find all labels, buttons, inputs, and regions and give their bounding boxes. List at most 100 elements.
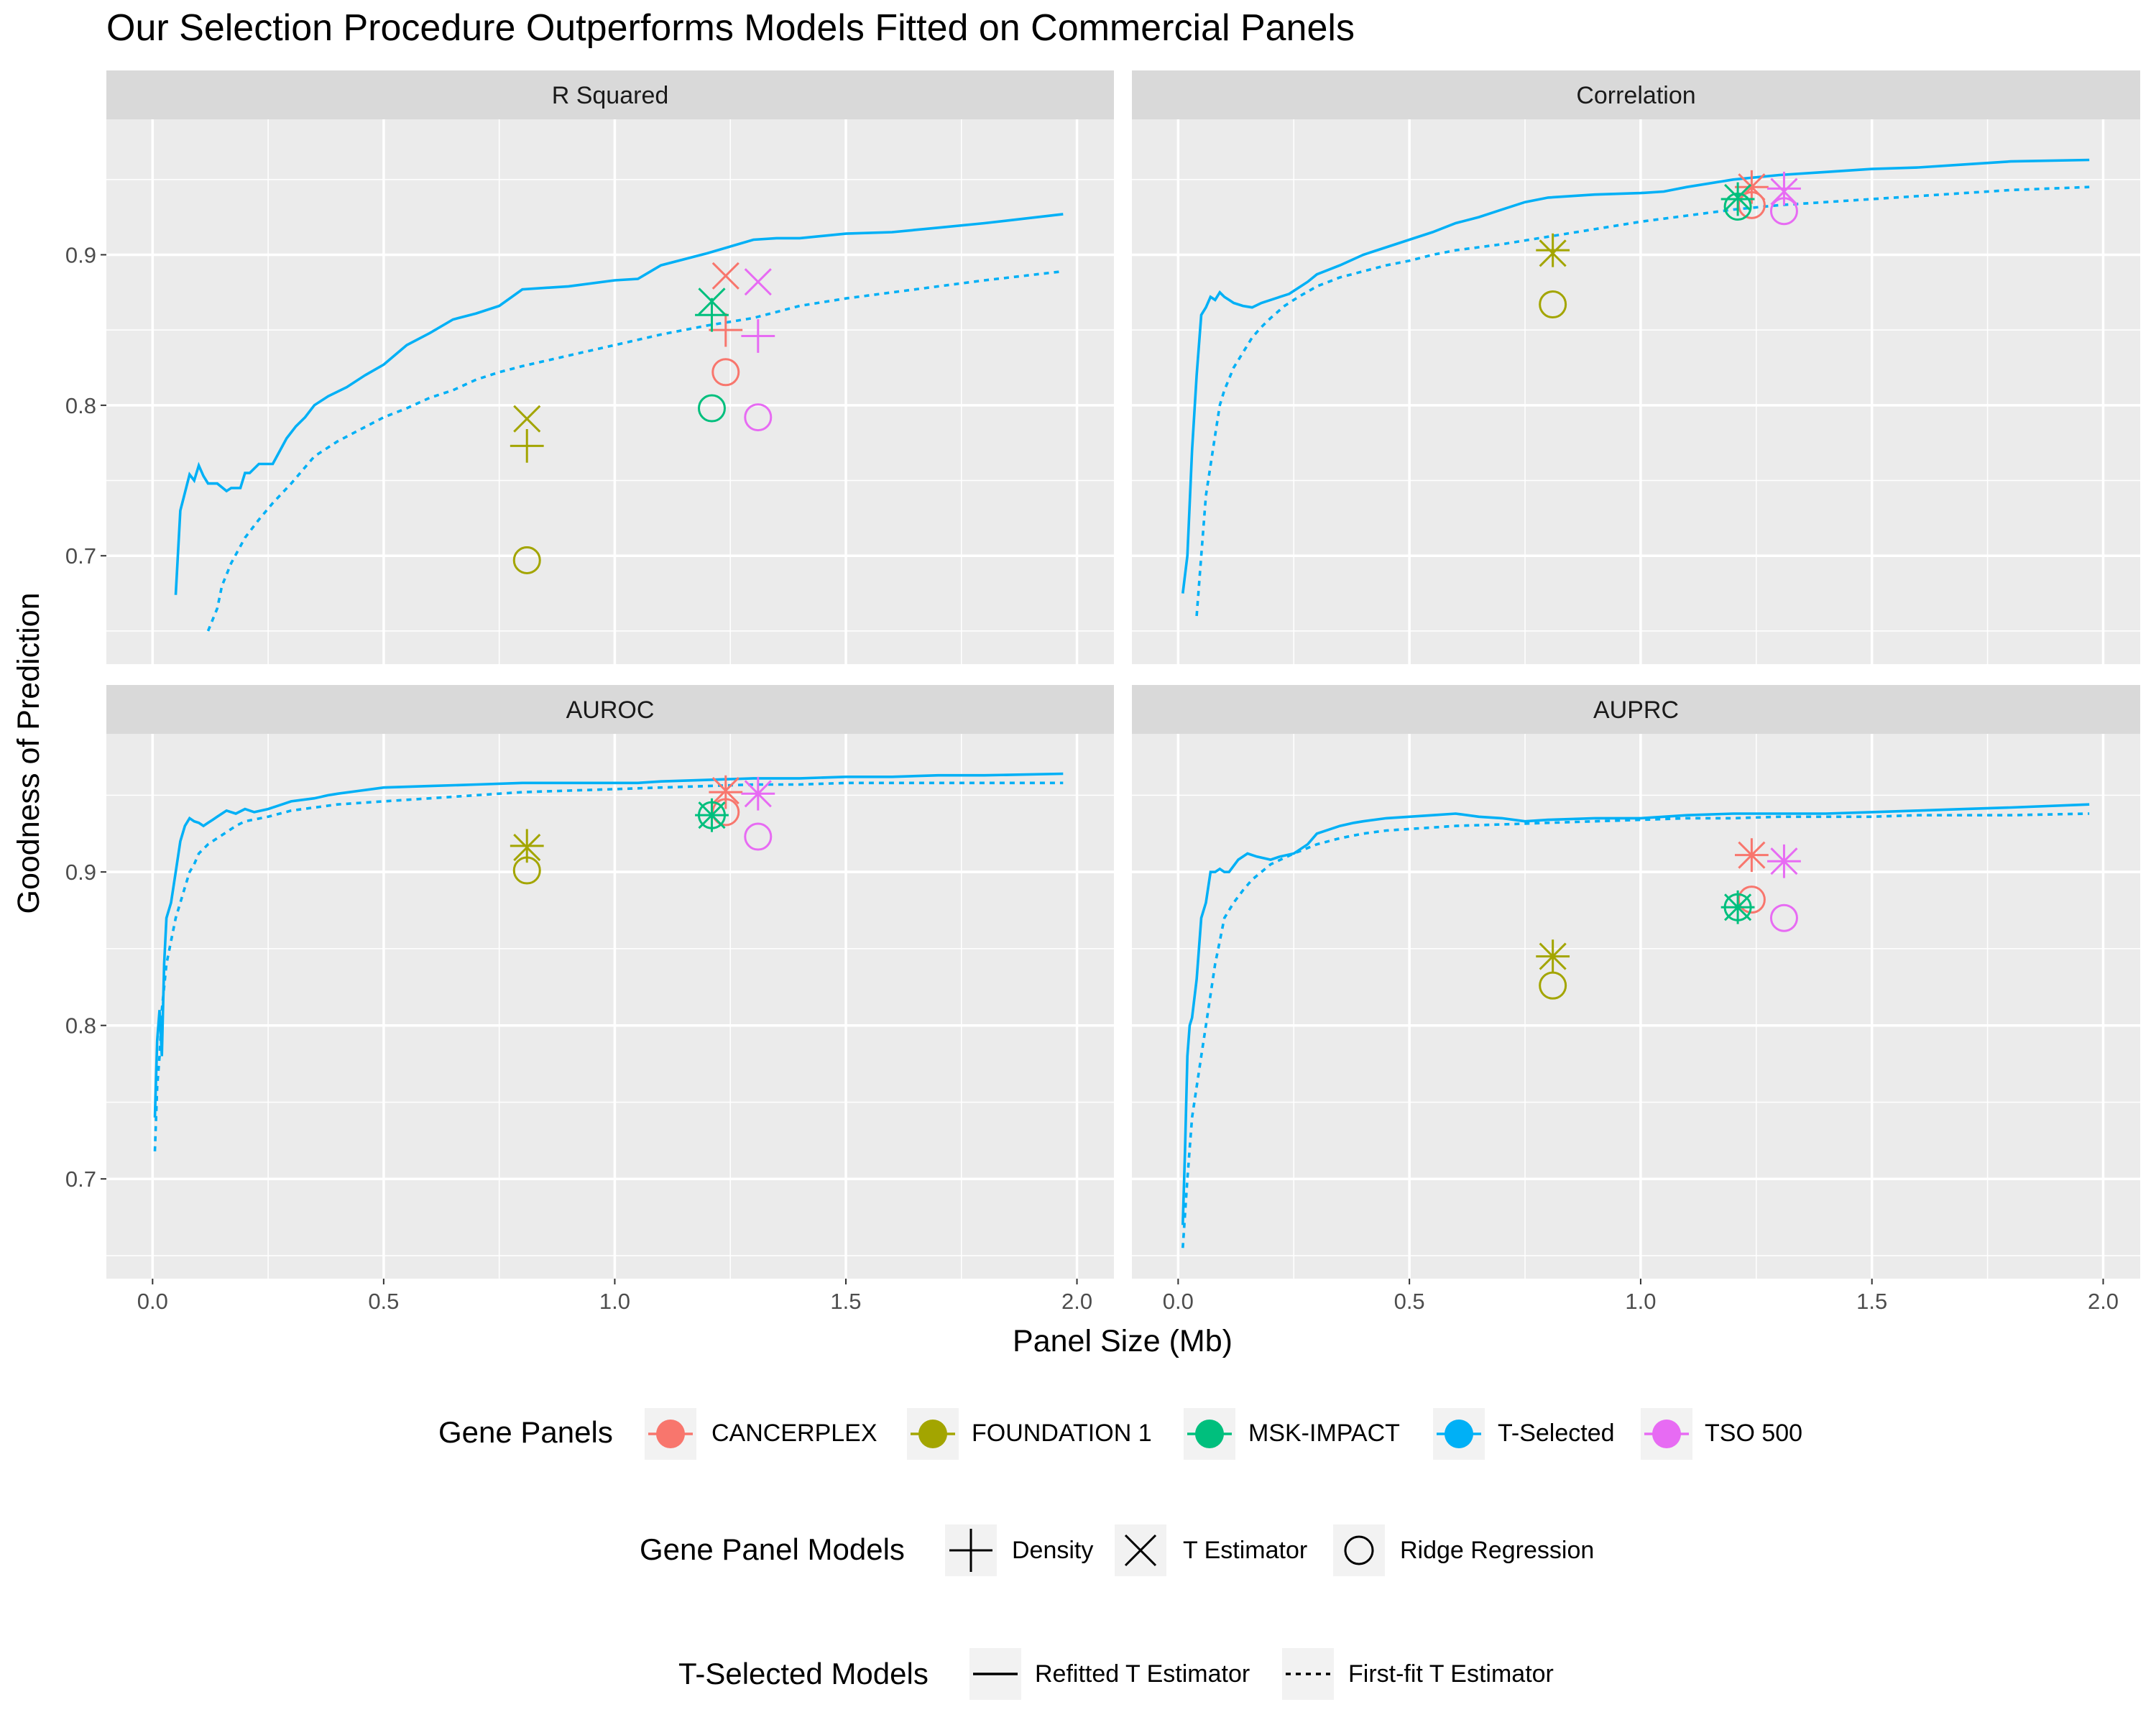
legend-item-label: TSO 500	[1705, 1420, 1802, 1447]
point-density	[741, 319, 775, 353]
point-estimator	[513, 833, 541, 862]
legend-item-t-estimator: T Estimator	[1115, 1524, 1307, 1576]
point-estimator	[711, 776, 740, 805]
legend-key-estimator	[1124, 1534, 1157, 1567]
line-first-fit	[1181, 812, 2090, 1248]
legend-key-dot	[1445, 1420, 1473, 1448]
legend-gene-panel-models: Gene Panel Models Density T Estimator Ridge…	[640, 1524, 1594, 1576]
point-ridge	[512, 546, 541, 575]
legend-title: Gene Panel Models	[640, 1532, 905, 1566]
x-tick-label: 0.0	[1163, 1289, 1194, 1314]
legend-item-label: Refitted T Estimator	[1035, 1660, 1250, 1688]
legend-t-selected-models: T-Selected Models Refitted T Estimator Fir…	[678, 1648, 1554, 1700]
legends: Gene Panels CANCERPLEX FOUNDATION 1 MSK-IMP…	[438, 1408, 1802, 1700]
legend-item-tso-500: TSO 500	[1641, 1408, 1802, 1460]
legend-item-label: MSK-IMPACT	[1248, 1420, 1400, 1447]
point-density	[695, 298, 729, 332]
legend-item-refitted-t-estimator: Refitted T Estimator	[969, 1648, 1250, 1700]
legend-key-dot	[656, 1420, 685, 1448]
facet-strip-label: R Squared	[552, 82, 669, 109]
panel-background	[106, 734, 1114, 1279]
facet-correlation: Correlation	[1132, 70, 2140, 664]
legend-item-label: FOUNDATION 1	[972, 1420, 1152, 1447]
legend-item-cancerplex: CANCERPLEX	[645, 1408, 877, 1460]
panel-background	[1132, 734, 2140, 1279]
point-density	[1536, 233, 1570, 267]
legend-item-label: First-fit T Estimator	[1348, 1660, 1554, 1688]
legend-key-dot	[918, 1420, 947, 1448]
point-estimator	[1539, 239, 1567, 267]
facet-strip	[1132, 685, 2140, 734]
point-density	[709, 313, 743, 347]
line-first-fit	[206, 270, 1064, 632]
x-tick-label: 1.5	[830, 1289, 861, 1314]
point-density	[510, 428, 544, 463]
y-tick-label: 0.8	[65, 1013, 96, 1039]
facets: R Squared 0.7 0.8 0.9 Correlation AUROC 0.7 0.8…	[65, 70, 2140, 1314]
point-estimator	[744, 780, 772, 808]
legend-item-t-selected: T-Selected	[1433, 1408, 1615, 1460]
facet-strip	[106, 685, 1114, 734]
facet-strip-label: AUPRC	[1593, 696, 1679, 724]
legend-key-density	[949, 1529, 992, 1572]
point-density	[709, 775, 743, 809]
x-tick-label: 1.0	[599, 1289, 630, 1314]
legend-gene-panels: Gene Panels CANCERPLEX FOUNDATION 1 MSK-IMP…	[438, 1408, 1802, 1460]
point-ridge	[697, 394, 726, 423]
points-tso-500	[741, 776, 775, 851]
point-estimator	[1770, 847, 1798, 875]
legend-key-dot	[1195, 1420, 1224, 1448]
points-foundation-1	[510, 405, 544, 575]
facet-auprc: AUPRC 0.0 0.5 1.0 1.5 2.0	[1132, 685, 2140, 1314]
y-axis-label: Goodness of Prediction	[11, 593, 46, 914]
point-density	[510, 829, 544, 863]
line-refitted	[1181, 803, 2090, 1225]
points-msk-impact	[1720, 182, 1755, 221]
point-estimator	[1724, 183, 1752, 211]
point-estimator	[513, 405, 541, 433]
panel-background	[106, 119, 1114, 664]
legend-item-first-fit-t-estimator: First-fit T Estimator	[1282, 1648, 1554, 1700]
x-tick-label: 1.5	[1856, 1289, 1887, 1314]
x-axis-label: Panel Size (Mb)	[1013, 1324, 1233, 1358]
legend-item-label: CANCERPLEX	[711, 1420, 877, 1447]
y-tick-label: 0.7	[65, 543, 96, 569]
point-ridge	[744, 403, 773, 432]
legend-title: Gene Panels	[438, 1415, 613, 1449]
points-cancerplex	[709, 262, 743, 387]
legend-key-dot	[1652, 1420, 1681, 1448]
legend-key	[1333, 1524, 1385, 1576]
facet-strip-label: Correlation	[1576, 82, 1695, 109]
y-tick-label: 0.9	[65, 860, 96, 885]
point-density	[1767, 171, 1801, 206]
x-tick-label: 2.0	[2088, 1289, 2119, 1314]
point-estimator	[1770, 178, 1798, 206]
x-tick-label: 0.5	[368, 1289, 399, 1314]
legend-item-label: Density	[1012, 1537, 1093, 1564]
point-estimator	[1724, 893, 1752, 921]
point-estimator	[1539, 942, 1567, 970]
line-refitted	[1181, 158, 2090, 594]
point-estimator	[1738, 841, 1766, 869]
line-refitted	[174, 213, 1064, 595]
legend-title: T-Selected Models	[678, 1657, 929, 1690]
points-foundation-1	[510, 829, 544, 885]
x-tick-label: 1.0	[1625, 1289, 1656, 1314]
facet-strip-label: AUROC	[566, 696, 655, 724]
y-tick-label: 0.9	[65, 242, 96, 267]
facet-strip	[1132, 70, 2140, 119]
facet-r-squared: R Squared 0.7 0.8 0.9	[65, 70, 1114, 664]
x-tick-label: 0.5	[1394, 1289, 1425, 1314]
points-tso-500	[741, 268, 775, 432]
line-refitted	[153, 772, 1064, 1118]
points-msk-impact	[1720, 890, 1755, 924]
legend-item-msk-impact: MSK-IMPACT	[1184, 1408, 1400, 1460]
legend-item-label: Ridge Regression	[1400, 1537, 1594, 1564]
chart-title: Our Selection Procedure Outperforms Mode…	[106, 7, 1355, 49]
points-tso-500	[1767, 844, 1801, 932]
line-first-fit	[153, 781, 1064, 1151]
points-msk-impact	[695, 288, 729, 423]
point-estimator	[744, 268, 772, 296]
x-tick-label: 0.0	[137, 1289, 168, 1314]
